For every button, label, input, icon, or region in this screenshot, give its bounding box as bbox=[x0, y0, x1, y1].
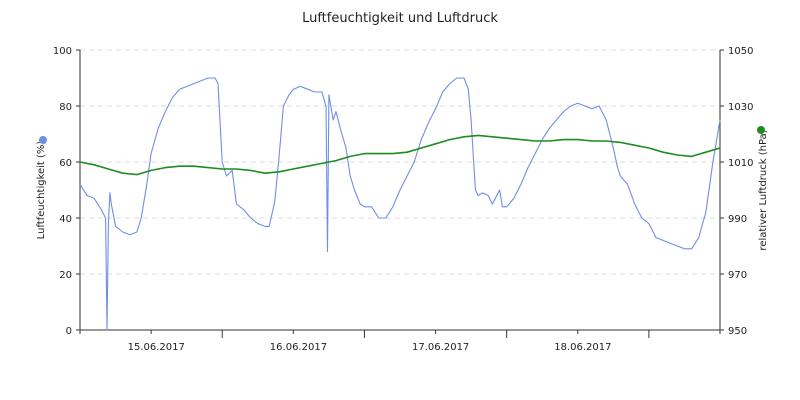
y-left-tick-label: 100 bbox=[53, 46, 72, 57]
humidity-series-line bbox=[79, 77, 721, 331]
pressure-legend-marker bbox=[757, 126, 765, 134]
y-right-tick-label: 990 bbox=[728, 214, 747, 225]
humidity-legend-marker bbox=[39, 136, 47, 144]
y-left-tick-label: 40 bbox=[59, 214, 72, 225]
y-right-tick-label: 1030 bbox=[728, 102, 753, 113]
y-left-tick-label: 0 bbox=[66, 326, 72, 337]
series-group bbox=[79, 77, 721, 331]
y-right-tick-label: 1050 bbox=[728, 46, 753, 57]
y-left-tick-label: 20 bbox=[59, 270, 72, 281]
y-left-axis-label: Luftfeuchtigkeit (%) bbox=[36, 141, 47, 240]
y-right-tick-label: 950 bbox=[728, 326, 747, 337]
x-tick-label: 15.06.2017 bbox=[128, 342, 185, 353]
x-tick-label: 17.06.2017 bbox=[412, 342, 469, 353]
grid bbox=[80, 49, 720, 275]
y-right-tick-label: 970 bbox=[728, 270, 747, 281]
y-right-axis-label: relativer Luftdruck (hPa) bbox=[758, 129, 769, 250]
x-tick-label: 16.06.2017 bbox=[270, 342, 327, 353]
y-left-tick-label: 60 bbox=[59, 158, 72, 169]
y-left-tick-label: 80 bbox=[59, 102, 72, 113]
pressure-series-line bbox=[79, 134, 721, 176]
x-tick-label: 18.06.2017 bbox=[554, 342, 611, 353]
axes: 0 950 20 970 40 990 60 1010 80 1030 100 1050 15.06.2… bbox=[53, 46, 754, 353]
y-right-tick-label: 1010 bbox=[728, 158, 753, 169]
chart-title: Luftfeuchtigkeit und Luftdruck bbox=[302, 11, 498, 26]
